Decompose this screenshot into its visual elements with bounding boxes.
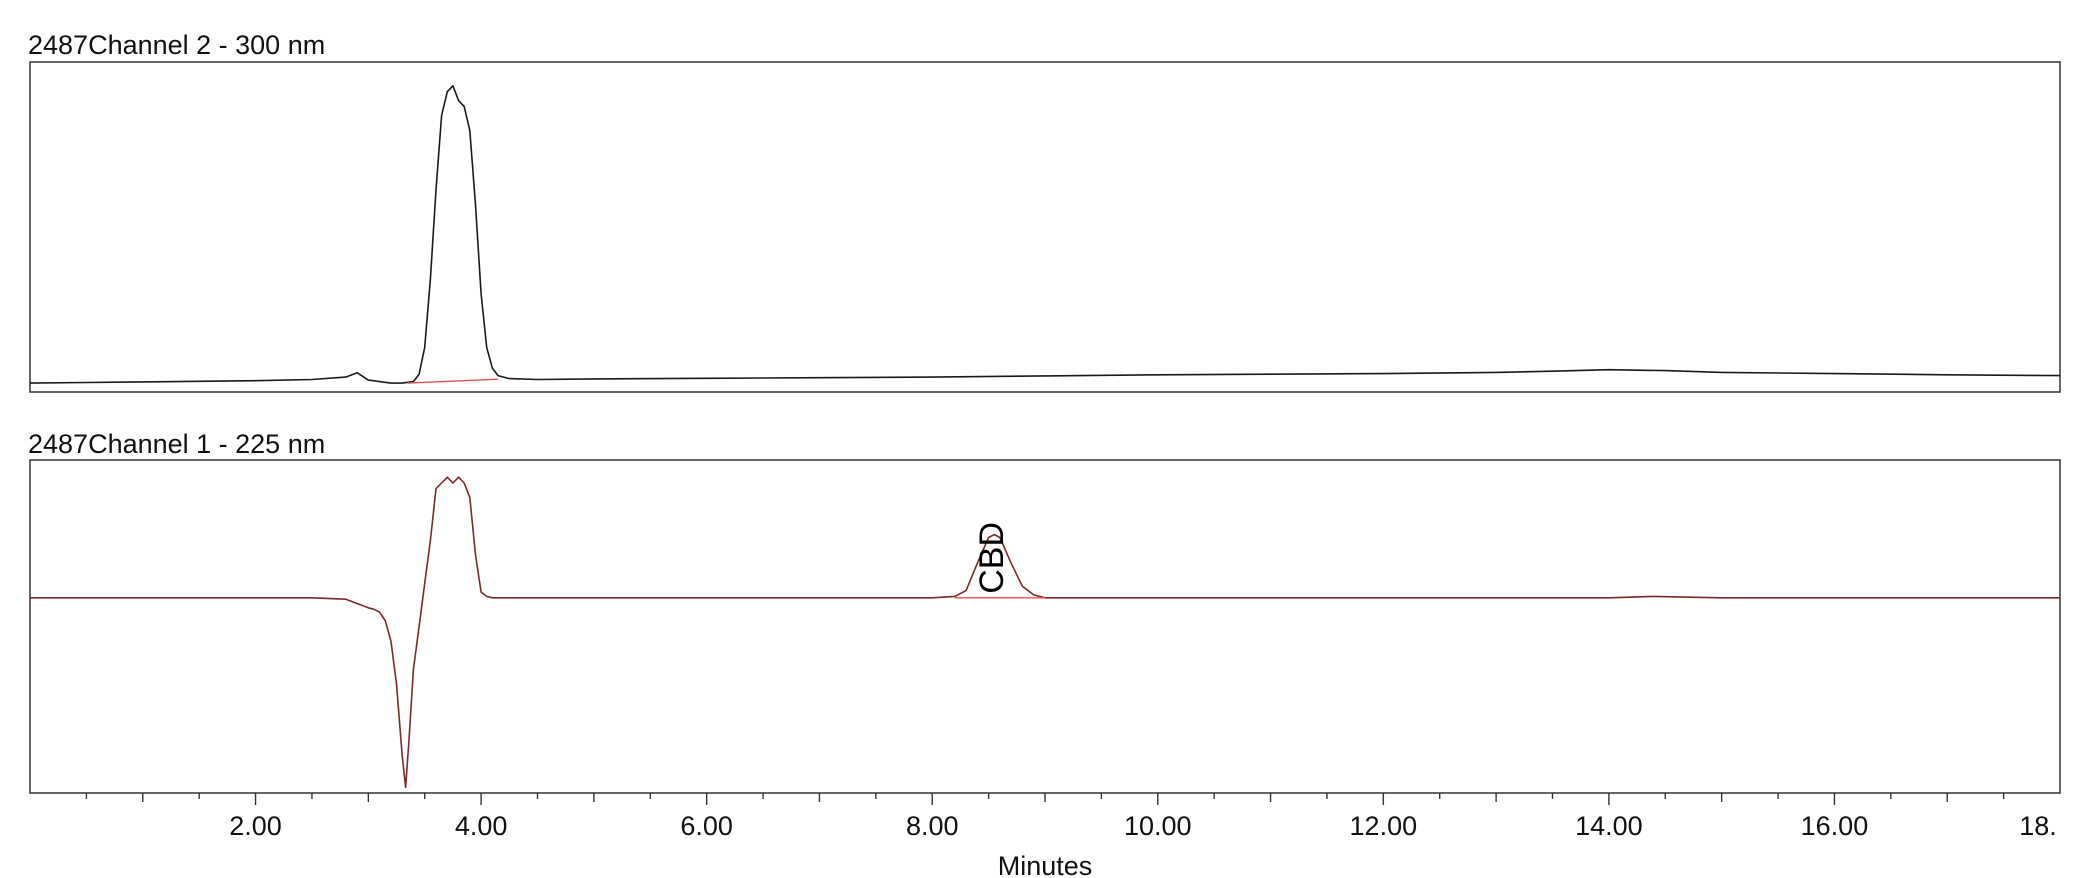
panel-2-trace — [30, 476, 2060, 789]
panel-1-integration-baseline — [407, 378, 499, 384]
panel-2-title: 2487Channel 1 - 225 nm — [28, 429, 325, 459]
x-axis-label: Minutes — [998, 851, 1093, 878]
x-tick-label: 2.00 — [229, 811, 282, 841]
x-tick-label: 16.00 — [1801, 811, 1869, 841]
peak-label-cbd: CBD — [973, 522, 1011, 594]
x-tick-label: 12.00 — [1350, 811, 1418, 841]
x-tick-label: 18. — [2019, 811, 2057, 841]
x-axis: 2.00 4.00 6.00 8.00 10.00 12.00 14.00 16.00 18. — [85, 793, 2057, 841]
x-tick-label: 14.00 — [1575, 811, 1643, 841]
panel-2-plot: CBD — [30, 476, 2060, 789]
panel-1-trace — [29, 85, 2061, 384]
panel-1-title: 2487Channel 2 - 300 nm — [28, 30, 325, 60]
x-tick-label: 10.00 — [1124, 811, 1192, 841]
x-tick-label: 4.00 — [455, 811, 508, 841]
panel-2-frame — [29, 459, 2061, 794]
x-tick-label: 6.00 — [680, 811, 733, 841]
x-tick-label: 8.00 — [906, 811, 959, 841]
panel-1-plot — [29, 85, 2061, 384]
panel-1-frame — [29, 61, 2061, 393]
